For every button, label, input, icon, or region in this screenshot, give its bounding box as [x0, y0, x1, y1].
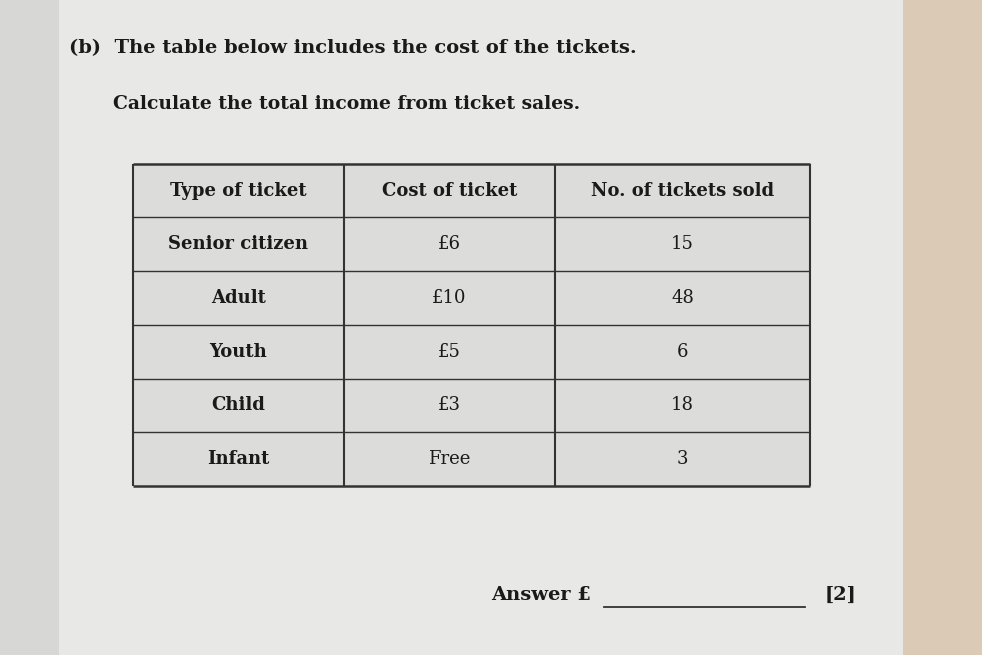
Text: £5: £5	[438, 343, 461, 361]
Text: 15: 15	[671, 235, 694, 253]
Bar	[903, 0, 982, 655]
Text: Youth: Youth	[209, 343, 267, 361]
Text: Adult: Adult	[211, 289, 265, 307]
Text: 3: 3	[677, 450, 688, 468]
Text: [2]: [2]	[825, 586, 856, 604]
Text: Type of ticket: Type of ticket	[170, 181, 306, 200]
Text: £6: £6	[438, 235, 461, 253]
Text: 48: 48	[671, 289, 694, 307]
Text: No. of tickets sold: No. of tickets sold	[591, 181, 774, 200]
Text: Calculate the total income from ticket sales.: Calculate the total income from ticket s…	[113, 95, 580, 113]
Text: £3: £3	[438, 396, 461, 415]
Text: 18: 18	[671, 396, 694, 415]
Bar	[133, 164, 810, 486]
Text: 6: 6	[677, 343, 688, 361]
Bar	[0, 0, 59, 655]
Text: Senior citizen: Senior citizen	[168, 235, 308, 253]
Text: (b)  The table below includes the cost of the tickets.: (b) The table below includes the cost of…	[69, 39, 636, 57]
Text: £10: £10	[432, 289, 466, 307]
Text: Free: Free	[428, 450, 470, 468]
Text: Answer £: Answer £	[491, 586, 591, 604]
Text: Cost of ticket: Cost of ticket	[382, 181, 517, 200]
Text: Child: Child	[211, 396, 265, 415]
Text: Infant: Infant	[207, 450, 269, 468]
